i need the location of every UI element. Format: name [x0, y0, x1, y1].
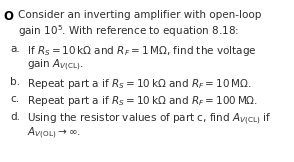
Text: c.: c.: [10, 94, 19, 104]
Text: gain 10$^5$. With reference to equation 8.18:: gain 10$^5$. With reference to equation …: [18, 23, 239, 39]
Text: O: O: [3, 10, 13, 23]
Text: If $R_S = 10\,\mathrm{k\Omega}$ and $R_F = 1\,\mathrm{M\Omega}$, find the voltag: If $R_S = 10\,\mathrm{k\Omega}$ and $R_F…: [27, 44, 257, 58]
Text: Using the resistor values of part c, find $A_{V(\mathrm{CL})}$ if: Using the resistor values of part c, fin…: [27, 112, 271, 127]
Text: d.: d.: [10, 112, 20, 122]
Text: b.: b.: [10, 77, 20, 87]
Text: gain $A_{V(\mathrm{CL})}$.: gain $A_{V(\mathrm{CL})}$.: [27, 57, 84, 73]
Text: Repeat part a if $R_S = 10\,\mathrm{k\Omega}$ and $R_F = 10\,\mathrm{M\Omega}$.: Repeat part a if $R_S = 10\,\mathrm{k\Om…: [27, 77, 252, 91]
Text: Consider an inverting amplifier with open-loop: Consider an inverting amplifier with ope…: [18, 10, 261, 20]
Text: a.: a.: [10, 44, 20, 54]
Text: $A_{V(\mathrm{OL})} \rightarrow \infty$.: $A_{V(\mathrm{OL})} \rightarrow \infty$.: [27, 125, 81, 141]
Text: Repeat part a if $R_S = 10\,\mathrm{k\Omega}$ and $R_F = 100\,\mathrm{M\Omega}$.: Repeat part a if $R_S = 10\,\mathrm{k\Om…: [27, 94, 258, 108]
